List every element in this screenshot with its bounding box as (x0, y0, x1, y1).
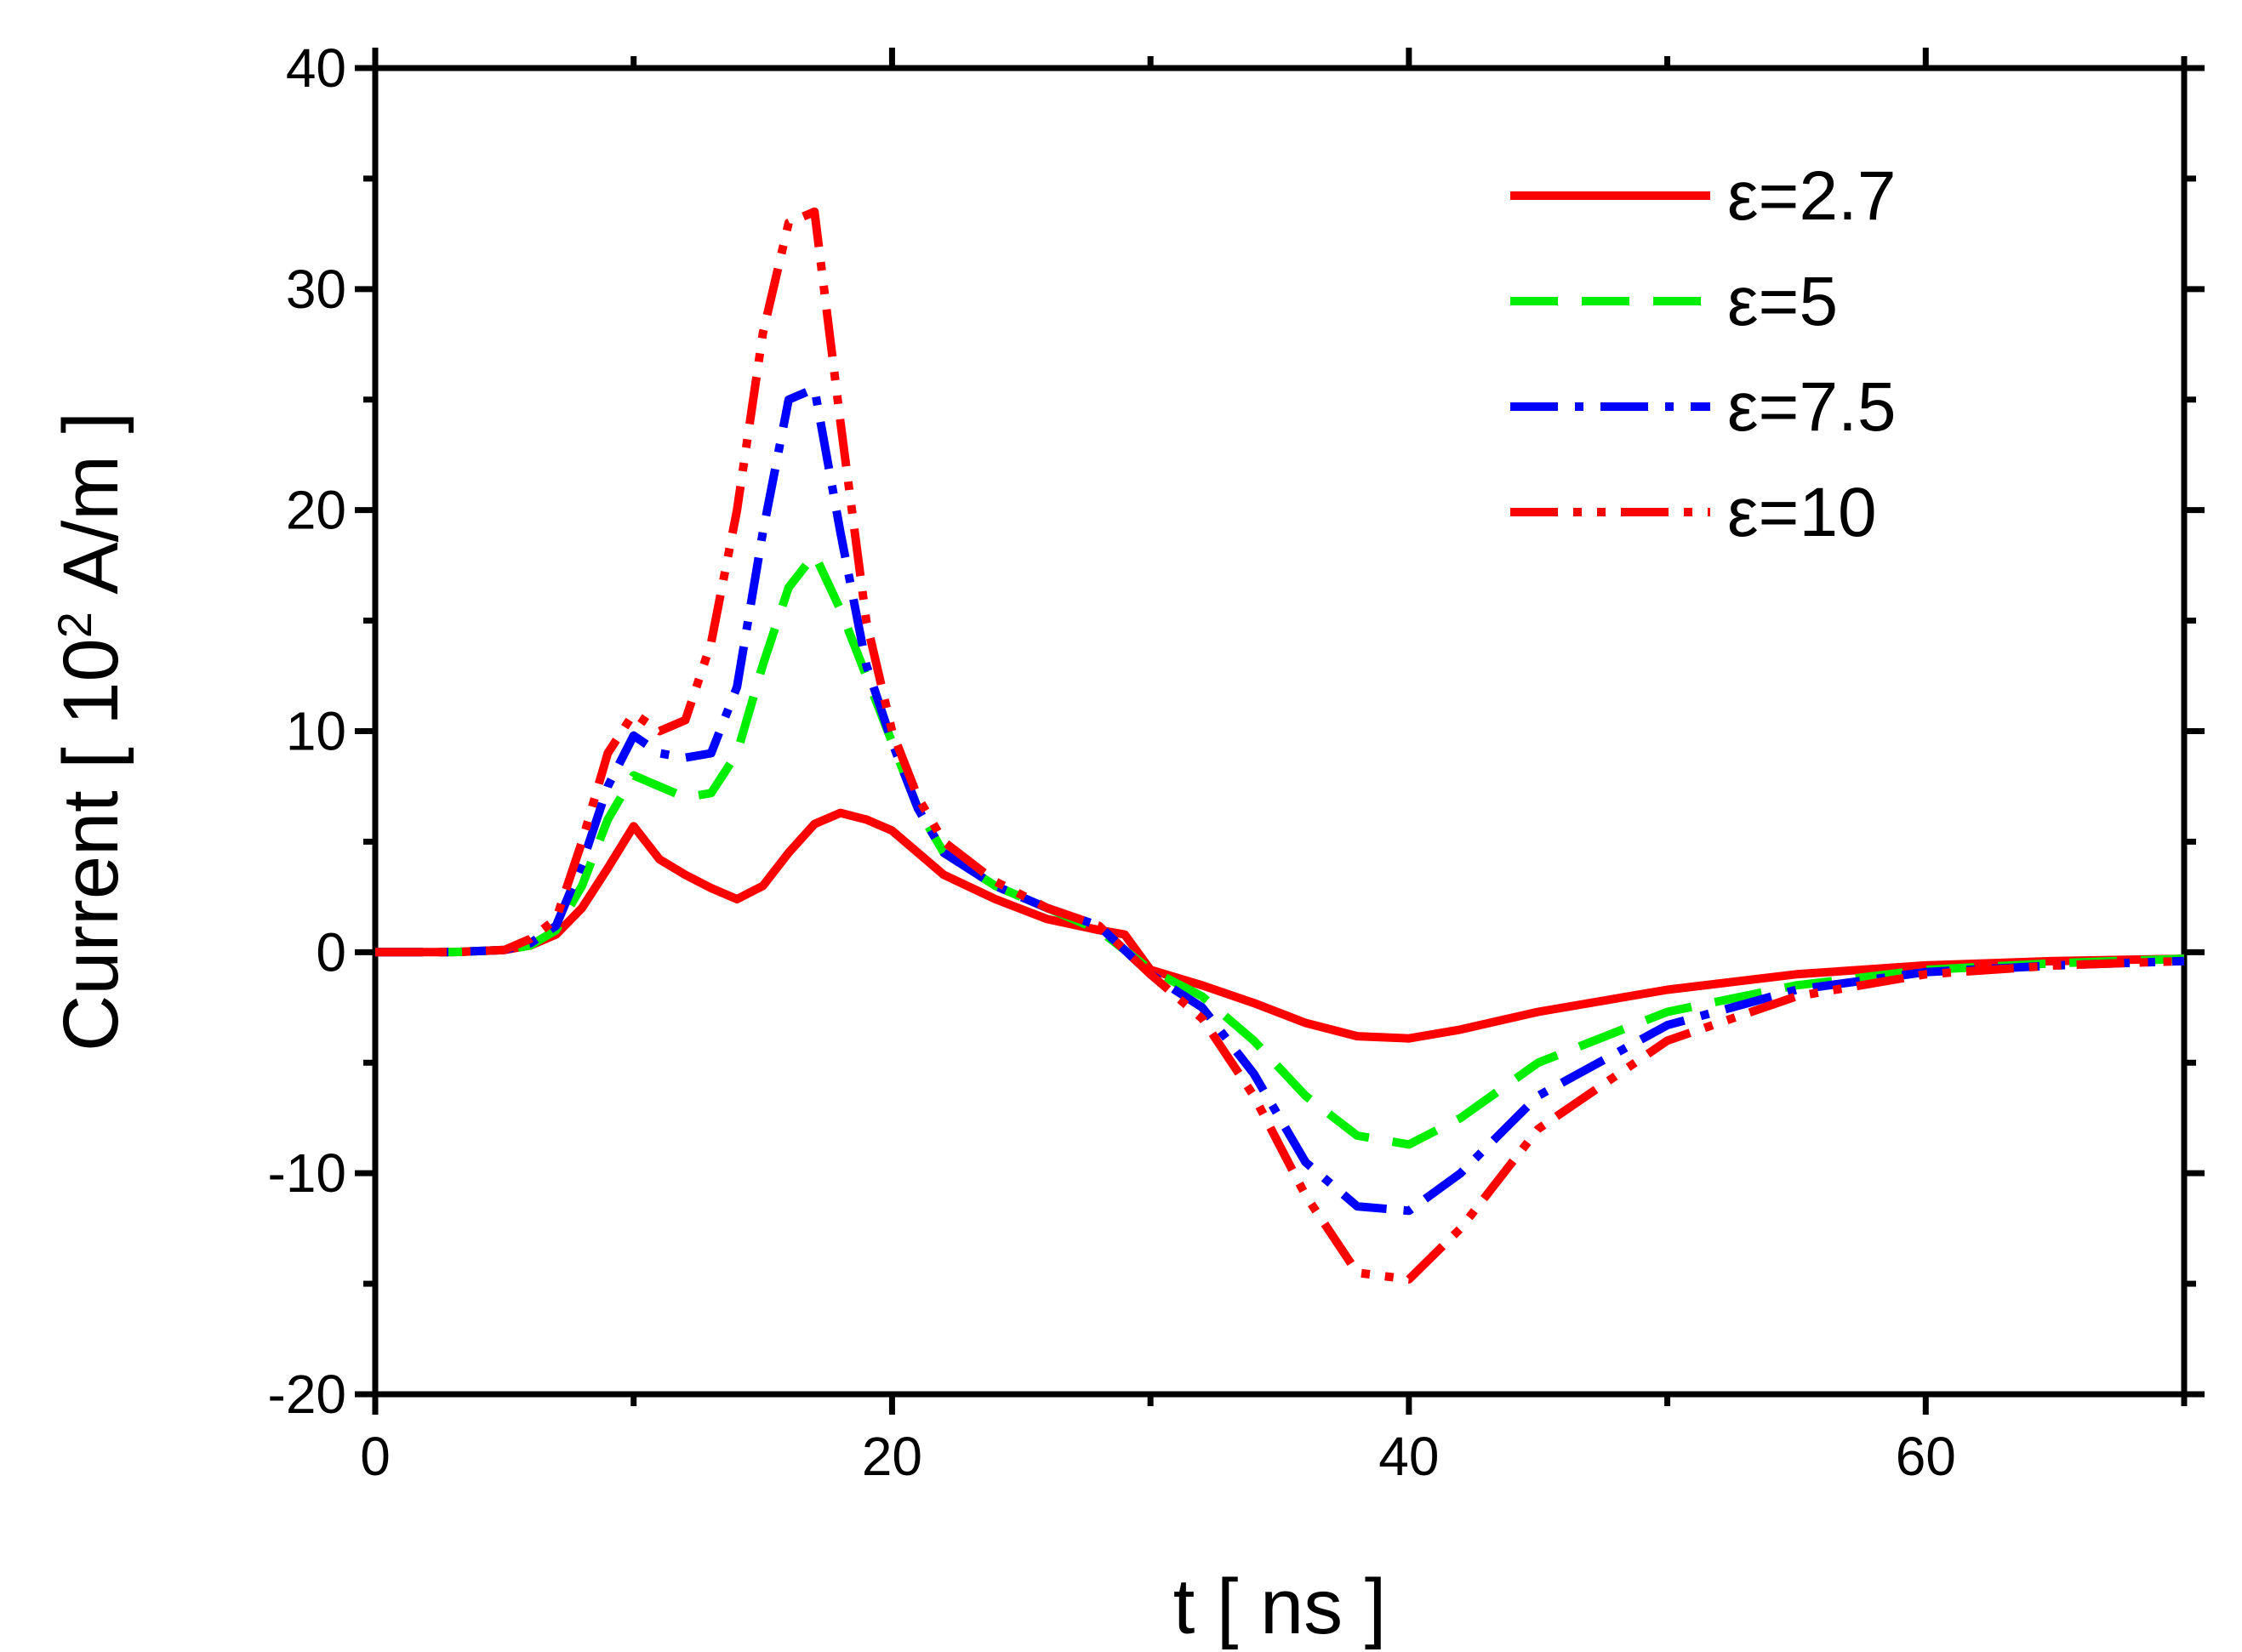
y-tick-label-10: 10 (286, 701, 346, 762)
x-tick-label-0: 0 (360, 1426, 391, 1487)
x-axis-title: t [ ns ] (1173, 1564, 1387, 1650)
tick-labels: 0 20 40 60 -20 -10 0 10 20 30 40 (268, 37, 1956, 1487)
legend-label-4: ε=10 (1727, 474, 1877, 551)
y-tick-label-30: 30 (286, 259, 346, 320)
series-group (375, 207, 2185, 1284)
y-tick-label-20: 20 (286, 480, 346, 541)
y-axis-title-prefix: Current [ 10 (48, 638, 134, 1051)
legend-label-2: ε=5 (1727, 263, 1838, 340)
series-line-1 (375, 808, 2185, 1043)
series-line-4 (375, 207, 2185, 1284)
x-tick-label-40: 40 (1378, 1426, 1439, 1487)
legend: ε=2.7 ε=5 ε=7.5 ε=10 (1510, 157, 1896, 551)
x-tick-label-60: 60 (1896, 1426, 1956, 1487)
ticks (355, 48, 2205, 1415)
y-axis-title: Current [ 102 A/m ] (48, 412, 135, 1051)
y-tick-label--20: -20 (268, 1364, 347, 1425)
y-axis-title-suffix: A/m ] (48, 412, 134, 612)
legend-label-3: ε=7.5 (1727, 368, 1896, 446)
y-axis-title-superscript: 2 (48, 612, 101, 638)
y-tick-label--10: -10 (268, 1142, 347, 1204)
y-tick-label-40: 40 (286, 37, 346, 99)
legend-label-1: ε=2.7 (1727, 157, 1896, 235)
x-tick-label-20: 20 (862, 1426, 922, 1487)
y-tick-label-0: 0 (316, 921, 346, 983)
